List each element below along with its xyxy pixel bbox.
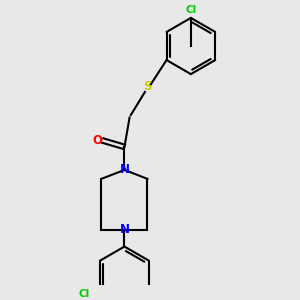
Text: O: O — [93, 134, 103, 147]
Text: S: S — [143, 80, 152, 93]
Text: N: N — [119, 164, 130, 176]
Text: N: N — [119, 224, 130, 236]
Text: Cl: Cl — [185, 5, 197, 15]
Text: Cl: Cl — [78, 289, 90, 299]
